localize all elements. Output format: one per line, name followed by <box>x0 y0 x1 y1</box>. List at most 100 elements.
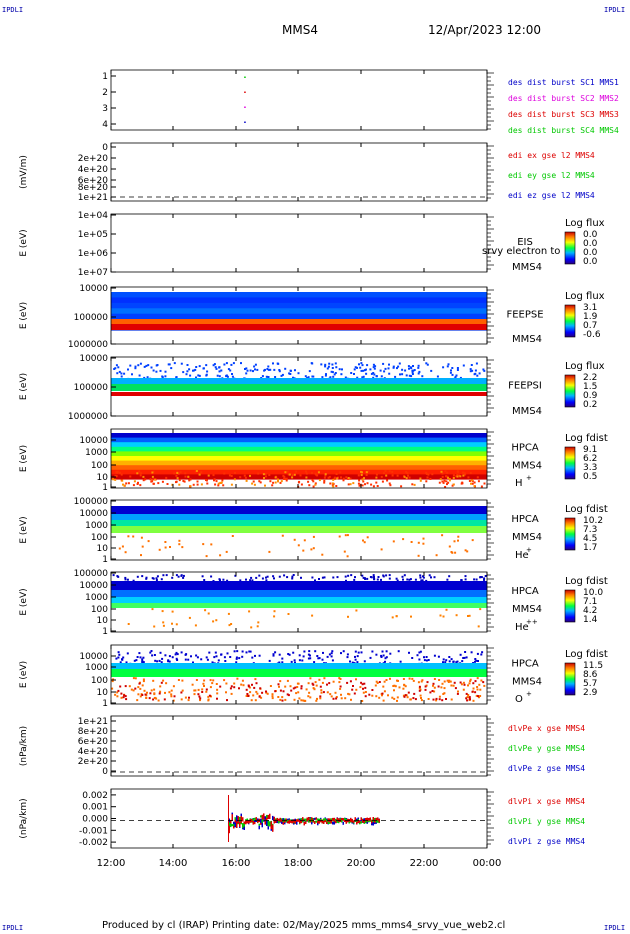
dlvpi-trace <box>362 819 364 823</box>
hpca-o-speckle <box>307 695 310 698</box>
feepsi-speckle <box>360 362 363 365</box>
hpca-o-speckle <box>159 690 162 693</box>
feepsi-speckle <box>404 369 407 372</box>
hpca-h-speckle <box>452 483 455 486</box>
feepsi-speckle <box>340 373 343 376</box>
hpca-o-speckle <box>168 660 171 663</box>
feepsi-speckle <box>276 362 279 365</box>
hpca-o-speckle <box>271 697 274 700</box>
hpca-h-speckle <box>445 475 447 478</box>
hpca-h-spectrogram <box>111 460 487 466</box>
hpca-o-speckle <box>300 699 303 702</box>
hpca-o-speckle <box>151 654 154 657</box>
feepsi-speckle <box>397 365 400 368</box>
hpca-hepp-speckle <box>291 575 294 578</box>
hpca-o-speckle <box>180 691 183 694</box>
hpca-hepp-speckle <box>203 579 206 581</box>
dlvpi-trace <box>305 818 307 822</box>
hpca-h-speckle <box>441 475 444 478</box>
hpca-hepp-speckle <box>419 576 422 579</box>
feepsi-speckle <box>388 372 391 375</box>
legend-entry: dlvPe z gse MMS4 <box>508 764 585 773</box>
panel-frame <box>110 69 488 131</box>
hpca-o-speckle <box>172 699 175 702</box>
hpca-o-speckle <box>383 690 386 693</box>
hpca-o-speckle <box>418 687 421 690</box>
hpca-hepp-speckle <box>239 579 242 582</box>
hpca-o-speckle <box>476 652 479 655</box>
hpca-h-speckle <box>251 482 254 485</box>
dlvpi-trace <box>345 820 347 824</box>
dlvpi-trace <box>323 818 325 822</box>
instrument-label: HPCA <box>511 514 539 525</box>
hpca-o-speckle <box>226 652 229 655</box>
hpca-o-speckle <box>205 688 208 691</box>
dlvpi-trace <box>243 821 245 824</box>
feepsi-speckle <box>327 365 330 368</box>
hpca-o-speckle <box>394 685 397 688</box>
hpca-o-speckle <box>141 661 144 664</box>
hpca-h-speckle <box>283 476 286 478</box>
hpca-hepp-speckle <box>388 574 391 577</box>
feepsi-speckle <box>321 376 324 379</box>
hpca-o-speckle <box>460 683 463 686</box>
spacecraft-label: MMS4 <box>512 262 542 273</box>
hpca-o-speckle <box>149 692 152 695</box>
feepse-spectrogram <box>111 302 487 309</box>
y-tick-label: 10000 <box>79 436 108 446</box>
hpca-o-speckle <box>466 699 469 702</box>
hpca-h-speckle <box>406 472 409 475</box>
hpca-h-speckle <box>407 474 409 477</box>
hpca-o-speckle <box>145 697 148 699</box>
hpca-h-speckle <box>189 485 192 488</box>
hpca-h-speckle <box>151 471 154 474</box>
hpca-h-speckle <box>286 470 289 473</box>
feepsi-speckle <box>266 368 269 370</box>
hpca-o-speckle <box>420 680 423 683</box>
hpca-h-speckle <box>223 472 226 475</box>
feepsi-speckle <box>120 375 123 378</box>
dlvpi-trace <box>323 820 325 824</box>
legend-entry: dlvPi y gse MMS4 <box>508 817 585 826</box>
hpca-h-speckle <box>132 484 135 487</box>
hpca-h-speckle <box>447 481 450 484</box>
hpca-h-speckle <box>367 470 370 473</box>
hpca-o-speckle <box>330 695 333 698</box>
feepsi-speckle <box>278 370 281 373</box>
hpca-he-speckle <box>303 539 306 542</box>
hpca-o-speckle <box>245 695 248 697</box>
colorbar-tick-label: 8.6 <box>583 670 598 680</box>
spacecraft-label: MMS4 <box>512 677 542 688</box>
feepsi-speckle <box>267 376 270 378</box>
hpca-hepp-speckle <box>445 608 448 611</box>
hpca-h-speckle <box>442 481 445 484</box>
y-tick-label: -0.002 <box>79 838 108 848</box>
colorbar-tick-label: 0.0 <box>583 257 598 267</box>
hpca-h-speckle <box>112 478 115 481</box>
hpca-hepp-speckle <box>256 625 259 628</box>
hpca-h-speckle <box>314 472 317 475</box>
hpca-h-speckle <box>305 476 308 479</box>
dlvpi-trace <box>264 816 266 821</box>
hpca-h-speckle <box>157 482 160 485</box>
y-tick-label: 6e+20 <box>78 737 109 747</box>
hpca-h-speckle <box>166 483 169 485</box>
hpca-h-speckle <box>441 472 444 475</box>
feepsi-speckle <box>469 370 472 373</box>
hpca-o-speckle <box>281 657 284 660</box>
dlvpi-trace <box>255 817 257 820</box>
feepsi-speckle <box>369 368 372 371</box>
hpca-hepp-speckle <box>188 616 191 619</box>
hpca-hepp-speckle <box>278 575 281 578</box>
hpca-o-speckle <box>229 687 232 690</box>
hpca-o-speckle <box>331 650 334 653</box>
hpca-o-speckle <box>313 688 316 691</box>
hpca-h-speckle <box>464 473 467 476</box>
hpca-h-speckle <box>372 485 375 488</box>
y-tick-label: -0.001 <box>79 826 108 836</box>
hpca-o-speckle <box>242 684 245 687</box>
y-tick-label: 10 <box>97 544 109 554</box>
dlvpi-trace <box>330 819 332 824</box>
hpca-he-speckle <box>453 540 456 543</box>
dlvpi-trace <box>300 819 302 824</box>
